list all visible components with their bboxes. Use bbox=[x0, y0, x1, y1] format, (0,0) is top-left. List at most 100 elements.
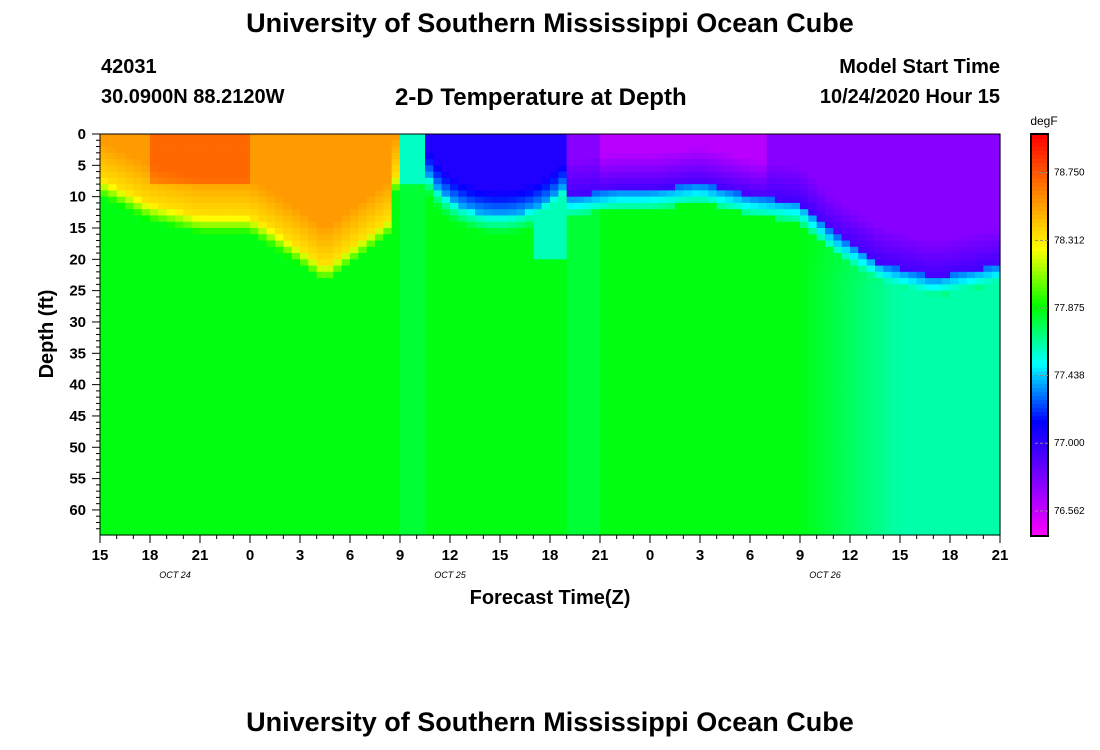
heatmap-cell bbox=[216, 497, 226, 505]
heatmap-cell bbox=[583, 359, 593, 367]
heatmap-cell bbox=[650, 284, 659, 292]
heatmap-cell bbox=[625, 246, 634, 254]
heatmap-cell bbox=[233, 422, 243, 430]
heatmap-cell bbox=[300, 365, 309, 373]
heatmap-cell bbox=[366, 227, 376, 235]
heatmap-cell bbox=[225, 347, 234, 354]
heatmap-cell bbox=[241, 497, 251, 505]
heatmap-cell bbox=[216, 140, 226, 148]
heatmap-cell bbox=[650, 134, 659, 141]
heatmap-cell bbox=[691, 184, 701, 191]
heatmap-cell bbox=[733, 447, 743, 455]
heatmap-cell bbox=[608, 384, 618, 392]
heatmap-cell bbox=[508, 397, 518, 405]
heatmap-cell bbox=[608, 378, 618, 386]
heatmap-cell bbox=[300, 384, 309, 392]
heatmap-cell bbox=[308, 171, 318, 179]
heatmap-cell bbox=[725, 328, 734, 336]
heatmap-cell bbox=[616, 190, 626, 198]
heatmap-cell bbox=[716, 503, 726, 511]
heatmap-cell bbox=[358, 146, 368, 154]
heatmap-cell bbox=[375, 340, 384, 348]
heatmap-cell bbox=[550, 246, 559, 254]
heatmap-cell bbox=[275, 253, 284, 260]
heatmap-cell bbox=[450, 415, 459, 423]
heatmap-cell bbox=[125, 422, 134, 430]
heatmap-cell bbox=[125, 209, 134, 217]
heatmap-cell bbox=[333, 171, 343, 179]
heatmap-cell bbox=[475, 240, 484, 248]
heatmap-cell bbox=[666, 503, 676, 511]
heatmap-cell bbox=[691, 284, 701, 292]
heatmap-cell bbox=[366, 171, 376, 179]
heatmap-cell bbox=[316, 441, 326, 448]
heatmap-cell bbox=[166, 240, 176, 248]
heatmap-cell bbox=[208, 159, 218, 166]
heatmap-cell bbox=[741, 221, 751, 229]
heatmap-cell bbox=[191, 434, 201, 442]
heatmap-cell bbox=[541, 315, 551, 323]
heatmap-cell bbox=[116, 171, 126, 179]
heatmap-cell bbox=[433, 428, 443, 436]
heatmap-cell bbox=[616, 271, 626, 279]
heatmap-cell bbox=[566, 296, 576, 304]
heatmap-cell bbox=[308, 296, 318, 304]
heatmap-cell bbox=[425, 459, 434, 467]
heatmap-cell bbox=[675, 447, 684, 455]
heatmap-cell bbox=[266, 165, 276, 173]
heatmap-cell bbox=[108, 221, 118, 229]
heatmap-cell bbox=[108, 140, 118, 148]
heatmap-cell bbox=[183, 472, 193, 480]
heatmap-cell bbox=[450, 246, 459, 254]
heatmap-cell bbox=[366, 290, 376, 298]
heatmap-cell bbox=[641, 466, 651, 473]
heatmap-cell bbox=[400, 315, 409, 323]
heatmap-cell bbox=[366, 497, 376, 505]
heatmap-cell bbox=[425, 422, 434, 430]
heatmap-cell bbox=[675, 146, 684, 154]
heatmap-cell bbox=[608, 390, 618, 398]
heatmap-cell bbox=[441, 497, 451, 505]
heatmap-cell bbox=[108, 265, 118, 273]
heatmap-cell bbox=[400, 202, 409, 210]
heatmap-cell bbox=[691, 378, 701, 386]
heatmap-cell bbox=[725, 359, 734, 367]
heatmap-cell bbox=[508, 466, 518, 473]
heatmap-cell bbox=[175, 296, 184, 304]
heatmap-cell bbox=[733, 284, 743, 292]
heatmap-cell bbox=[175, 146, 184, 154]
heatmap-cell bbox=[583, 177, 593, 185]
heatmap-cell bbox=[491, 265, 501, 273]
heatmap-cell bbox=[675, 152, 684, 160]
heatmap-cell bbox=[391, 321, 401, 329]
heatmap-cell bbox=[208, 340, 218, 348]
heatmap-cell bbox=[725, 309, 734, 317]
heatmap-cell bbox=[391, 522, 401, 530]
heatmap-cell bbox=[400, 209, 409, 217]
heatmap-cell bbox=[533, 246, 543, 254]
heatmap-cell bbox=[716, 196, 726, 204]
heatmap-cell bbox=[683, 347, 693, 354]
heatmap-cell bbox=[491, 397, 501, 405]
heatmap-cell bbox=[633, 384, 643, 392]
heatmap-cell bbox=[575, 334, 584, 342]
heatmap-cell bbox=[616, 359, 626, 367]
heatmap-cell bbox=[316, 309, 326, 317]
heatmap-cell bbox=[400, 503, 409, 511]
heatmap-cell bbox=[491, 296, 501, 304]
heatmap-cell bbox=[291, 140, 301, 148]
heatmap-cell bbox=[358, 227, 368, 235]
heatmap-cell bbox=[208, 165, 218, 173]
heatmap-cell bbox=[333, 190, 343, 198]
heatmap-cell bbox=[358, 347, 368, 354]
heatmap-cell bbox=[258, 434, 268, 442]
heatmap-cell bbox=[283, 365, 293, 373]
heatmap-cell bbox=[108, 284, 118, 292]
heatmap-cell bbox=[316, 265, 326, 273]
heatmap-cell bbox=[116, 484, 126, 492]
heatmap-cell bbox=[391, 253, 401, 260]
heatmap-cell bbox=[100, 422, 109, 430]
heatmap-cell bbox=[650, 409, 659, 417]
heatmap-cell bbox=[241, 240, 251, 248]
heatmap-cell bbox=[525, 278, 534, 285]
